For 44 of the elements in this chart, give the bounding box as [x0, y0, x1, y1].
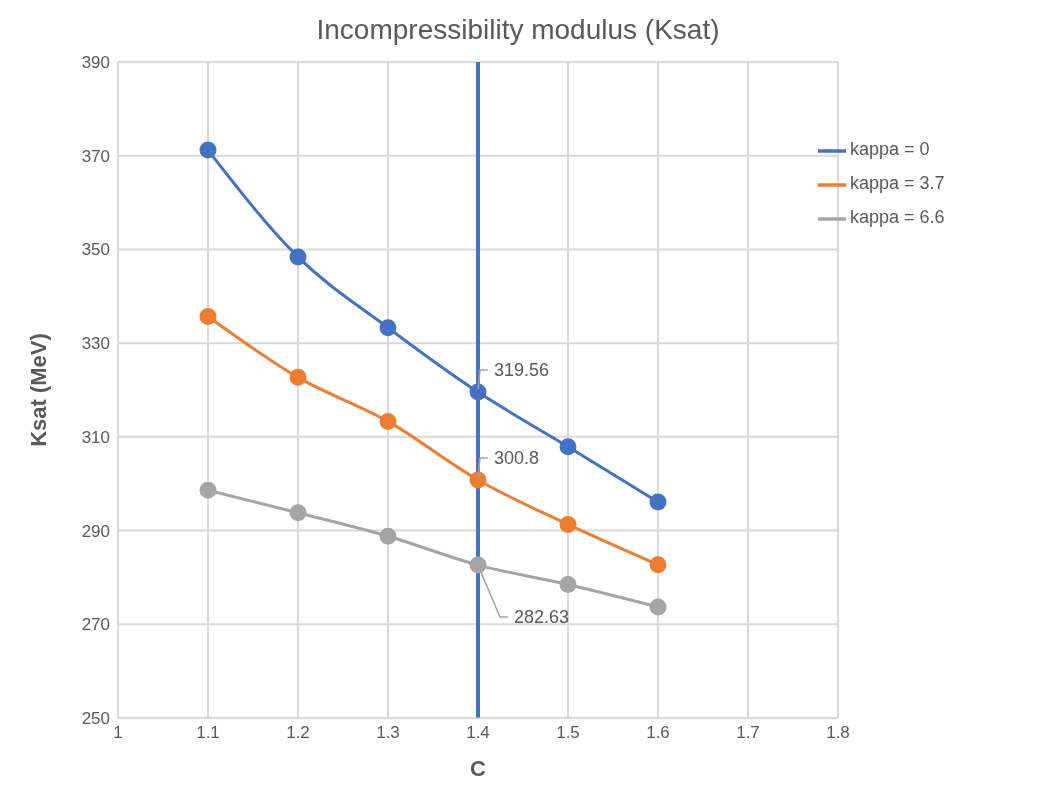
y-tick-label: 370 [81, 146, 110, 166]
point [289, 504, 307, 522]
point [199, 481, 217, 499]
x-tick-label: 1.1 [196, 723, 220, 743]
point [649, 598, 667, 616]
y-tick-label: 290 [81, 521, 110, 541]
point [559, 575, 577, 593]
y-tick-label: 310 [81, 427, 110, 447]
x-tick-label: 1.8 [826, 723, 850, 743]
x-tick-label: 1.3 [376, 723, 400, 743]
point [289, 248, 307, 266]
y-tick-label: 330 [81, 334, 110, 354]
y-tick-label: 250 [81, 709, 110, 729]
y-tick-label: 390 [81, 53, 110, 73]
point [469, 556, 487, 574]
point [649, 556, 667, 574]
x-tick-label: 1.6 [646, 723, 670, 743]
point [199, 307, 217, 325]
y-tick-label: 350 [81, 240, 110, 260]
legend-label: kappa = 3.7 [850, 173, 945, 193]
point [379, 319, 397, 337]
y-axis-title: Ksat (MeV) [25, 333, 51, 447]
legend-label: kappa = 6.6 [850, 207, 945, 227]
point [559, 438, 577, 456]
x-tick-label: 1.7 [736, 723, 760, 743]
x-axis-title: C [470, 756, 487, 781]
point [289, 368, 307, 386]
point [649, 493, 667, 511]
x-tick-label: 1.5 [556, 723, 580, 743]
data-label: 282.63 [514, 607, 570, 628]
legend-label: kappa = 0 [850, 139, 930, 159]
y-tick-label: 270 [81, 615, 110, 635]
point [559, 515, 577, 533]
point [379, 412, 397, 430]
point [379, 527, 397, 545]
data-label: 319.56 [494, 360, 550, 381]
x-tick-label: 1 [113, 723, 123, 743]
x-tick-label: 1.4 [466, 723, 490, 743]
data-label: 300.8 [494, 448, 540, 469]
point [469, 471, 487, 489]
point [199, 141, 217, 159]
chart-title: Incompressibility modulus (Ksat) [315, 13, 721, 47]
point [469, 383, 487, 401]
x-tick-label: 1.2 [286, 723, 310, 743]
